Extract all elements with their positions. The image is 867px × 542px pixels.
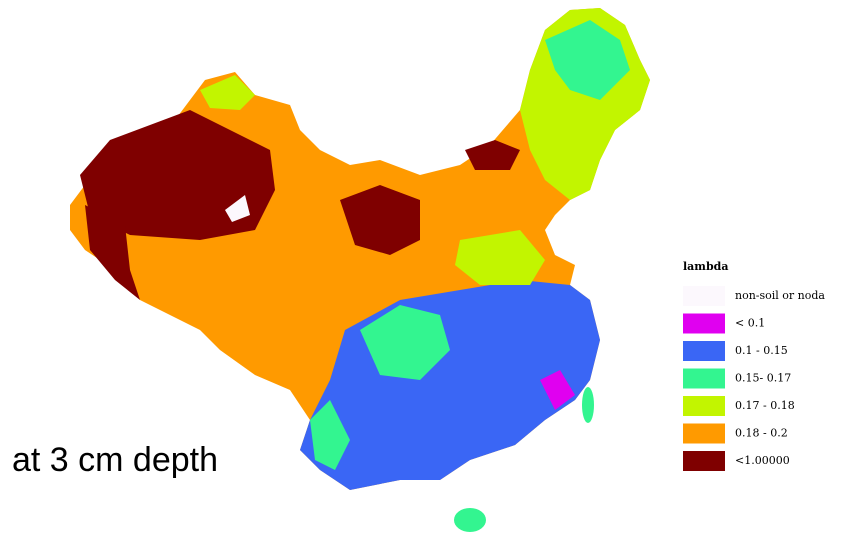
legend-swatch: [683, 451, 725, 471]
hainan: [454, 508, 486, 532]
legend-swatch: [683, 396, 725, 416]
taiwan: [582, 387, 594, 423]
caption: at 3 cm depth: [12, 441, 218, 479]
legend-swatch: [683, 341, 725, 361]
legend-label: 0.15- 0.17: [735, 372, 791, 385]
legend-label: 0.18 - 0.2: [735, 427, 788, 440]
map-figure: at 3 cm depth lambda non-soil or noda < 0…: [0, 0, 867, 542]
legend-label: <1.00000: [735, 454, 790, 467]
legend-swatch: [683, 286, 725, 306]
legend-swatch: [683, 369, 725, 389]
legend-title: lambda: [683, 260, 728, 273]
page: at 3 cm depth lambda non-soil or noda < 0…: [0, 0, 867, 542]
legend-swatch: [683, 314, 725, 334]
legend-label: 0.17 - 0.18: [735, 399, 795, 412]
legend-label: non-soil or noda: [735, 289, 825, 302]
legend-swatch: [683, 424, 725, 444]
legend-label: < 0.1: [735, 317, 765, 330]
legend-label: 0.1 - 0.15: [735, 344, 788, 357]
legend: non-soil or noda < 0.1 0.1 - 0.15 0.15- 0.1…: [683, 286, 825, 471]
